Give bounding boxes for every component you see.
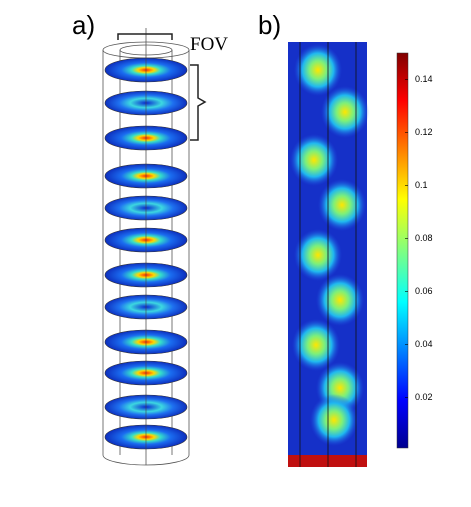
cylinder	[102, 28, 190, 466]
disk-stack	[104, 57, 188, 450]
panel-label: a)	[72, 10, 95, 40]
colorbar-tick-label: 0.12	[415, 127, 433, 137]
blob	[318, 179, 366, 231]
field-lines	[299, 42, 357, 467]
blob	[321, 86, 369, 138]
blob	[294, 44, 342, 96]
panel-label: b)	[258, 10, 281, 40]
colorbar-tick-label: 0.1	[415, 180, 428, 190]
colorbar-tick-label: 0.02	[415, 392, 433, 402]
field-base	[288, 455, 367, 467]
colorbar-tick-label: 0.06	[415, 286, 433, 296]
blob	[294, 229, 342, 281]
colorbar-tick-label: 0.14	[415, 74, 433, 84]
blob	[316, 274, 364, 326]
colorbar-tick-label: 0.08	[415, 233, 433, 243]
fov-label: FOV	[190, 34, 228, 55]
fov-bracket	[117, 33, 173, 40]
blob	[290, 134, 338, 186]
blob	[310, 394, 358, 446]
colorbar-tick-label: 0.04	[415, 339, 433, 349]
fov-brace	[190, 64, 207, 141]
colorbar	[396, 52, 409, 449]
